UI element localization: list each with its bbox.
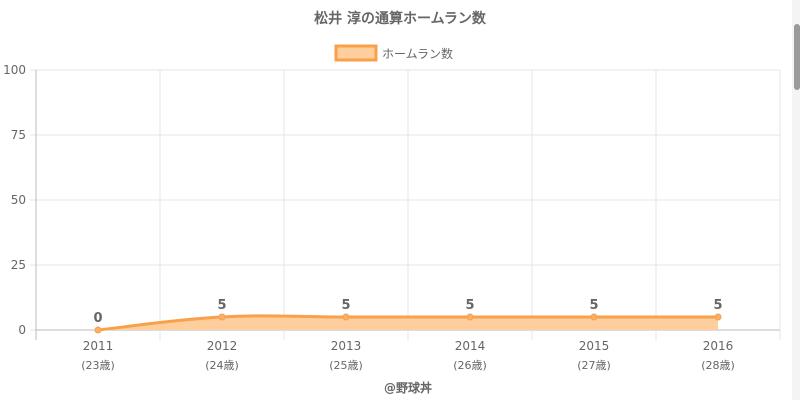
data-point [590, 313, 598, 321]
data-label: 5 [217, 298, 226, 313]
series-line [97, 314, 718, 332]
scrollbar-thumb[interactable] [794, 24, 800, 90]
x-tick-label: 2013 [331, 339, 362, 353]
data-label: 5 [589, 298, 598, 313]
grid [30, 69, 781, 340]
legend-swatch [334, 44, 378, 62]
x-tick-label: 2012 [207, 339, 238, 353]
x-tick-sublabel: (25歳) [329, 359, 363, 372]
data-point [94, 326, 102, 334]
x-tick-sublabel: (23歳) [81, 359, 115, 372]
y-tick-label: 50 [11, 193, 26, 207]
data-label: 5 [341, 298, 350, 313]
chart-title: 松井 淳の通算ホームラン数 [314, 10, 487, 27]
x-tick-label: 2011 [83, 339, 114, 353]
data-label: 5 [713, 298, 722, 313]
x-tick-sublabel: (26歳) [453, 359, 487, 372]
x-tick-sublabel: (27歳) [577, 359, 611, 372]
data-point [342, 313, 350, 321]
credit-text: @野球丼 [384, 380, 432, 395]
data-label: 5 [465, 298, 474, 313]
x-tick-label: 2016 [703, 339, 734, 353]
x-tick-labels: 2011 (23歳) 2012 (24歳) 2013 (25歳) 2014 (26歳) 2015… [81, 339, 735, 372]
data-point [466, 313, 474, 321]
data-points [94, 313, 722, 334]
x-tick-label: 2015 [579, 339, 610, 353]
y-tick-label: 75 [11, 128, 26, 142]
data-labels: 0 5 5 5 5 5 [93, 298, 722, 326]
x-tick-sublabel: (28歳) [701, 359, 735, 372]
y-tick-labels: 0 25 50 75 100 [3, 63, 26, 337]
y-tick-label: 100 [3, 63, 26, 77]
scrollbar-track[interactable] [792, 0, 800, 400]
legend-label: ホームラン数 [382, 46, 453, 61]
y-tick-label: 25 [11, 258, 26, 272]
data-label: 0 [93, 311, 102, 326]
legend[interactable]: ホームラン数 [334, 44, 453, 62]
x-tick-sublabel: (24歳) [205, 359, 239, 372]
series-home-runs [97, 314, 718, 332]
data-point [714, 313, 722, 321]
data-point [218, 313, 226, 321]
series-area [98, 315, 718, 330]
x-tick-label: 2014 [455, 339, 486, 353]
y-tick-label: 0 [18, 323, 26, 337]
